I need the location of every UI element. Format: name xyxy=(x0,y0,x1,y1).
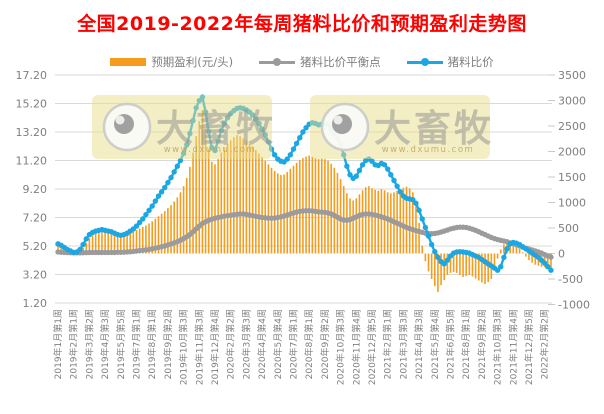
watermark-logo-icon xyxy=(320,102,370,152)
balance-line-swatch xyxy=(259,58,296,67)
x-tick-label: 2021年12月第5周 xyxy=(523,309,535,385)
x-tick-label: 2021年2月第1周 xyxy=(382,309,394,379)
right-tick-label: 1000 xyxy=(558,197,586,210)
x-tick-label: 2019年7月第1周 xyxy=(131,309,143,379)
x-tick-label: 2021年5月第4周 xyxy=(429,309,441,379)
x-tick-label: 2020年5月第4周 xyxy=(272,309,284,379)
right-tick-label: 3500 xyxy=(558,69,586,82)
right-tick-label: 500 xyxy=(558,222,579,235)
right-tick-label: 2500 xyxy=(558,120,586,133)
legend-label-ratio: 猪料比价 xyxy=(447,55,494,69)
x-tick-label: 2019年5月第5周 xyxy=(115,309,127,379)
x-tick-label: 2019年3月第2周 xyxy=(83,309,95,379)
x-tick-label: 2021年11月第4周 xyxy=(507,309,519,385)
left-tick-label: 15.20 xyxy=(16,98,48,111)
legend-label-balance: 猪料比价平衡点 xyxy=(300,55,381,69)
watermark-brand-text: 大畜牧 xyxy=(374,107,494,150)
x-tick-label: 2019年12月第4周 xyxy=(209,309,221,385)
watermark-url-text: www.dxumu.com xyxy=(382,145,475,155)
profit-bar-swatch xyxy=(110,58,147,66)
watermark-url-text: www.dxumu.com xyxy=(164,145,257,155)
chart-legend: 预期盈利(元/头) 猪料比价平衡点 猪料比价 xyxy=(0,54,604,70)
right-tick-label: 0 xyxy=(558,248,565,261)
legend-label-profit: 预期盈利(元/头) xyxy=(151,55,234,69)
left-tick-label: 13.20 xyxy=(16,126,48,139)
x-tick-label: 2021年6月第5周 xyxy=(445,309,457,379)
left-tick-label: 17.20 xyxy=(16,69,48,82)
left-tick-label: 9.20 xyxy=(23,183,48,196)
x-tick-label: 2019年1月第1周 xyxy=(52,309,64,379)
ratio-line-swatch xyxy=(406,58,443,67)
x-tick-label: 2019年4月第3周 xyxy=(99,309,111,379)
x-tick-label: 2019年8月第1周 xyxy=(146,309,158,379)
balance-line xyxy=(55,207,554,260)
left-tick-label: 7.20 xyxy=(23,212,48,225)
x-tick-label: 2022年2月第2周 xyxy=(539,309,551,379)
watermark-brand-text: 大畜牧 xyxy=(156,107,276,150)
x-tick-label: 2020年8月第1周 xyxy=(303,309,315,379)
watermark-logo-icon xyxy=(102,102,152,152)
x-tick-label: 2020年7月第1周 xyxy=(288,309,300,379)
right-tick-label: 1500 xyxy=(558,171,586,184)
x-tick-label: 2020年2月第2周 xyxy=(225,309,237,379)
x-tick-label: 2021年4月第3周 xyxy=(413,309,425,379)
x-tick-label: 2020年3月第3周 xyxy=(240,309,252,379)
x-tick-label: 2019年2月第1周 xyxy=(68,309,80,379)
left-tick-label: 11.20 xyxy=(16,155,48,168)
x-tick-label: 2020年4月第4周 xyxy=(256,309,268,379)
left-tick-label: 5.20 xyxy=(23,240,48,253)
x-tick-label: 2021年9月第2周 xyxy=(476,309,488,379)
chart-title: 全国2019-2022年每周猪料比价和预期盈利走势图 xyxy=(77,13,527,35)
right-tick-label: -500 xyxy=(558,273,583,286)
left-tick-label: 1.20 xyxy=(23,297,48,310)
legend-item-balance: 猪料比价平衡点 xyxy=(259,54,381,70)
x-tick-label: 2020年11月第4周 xyxy=(350,309,362,385)
x-tick-label: 2020年9月第2周 xyxy=(319,309,331,379)
legend-item-ratio: 猪料比价 xyxy=(406,54,494,70)
legend-item-profit: 预期盈利(元/头) xyxy=(110,54,233,70)
x-tick-label: 2021年3月第3周 xyxy=(397,309,409,379)
x-tick-label: 2021年10月第3周 xyxy=(492,309,504,385)
left-tick-label: 3.20 xyxy=(23,269,48,282)
right-tick-label: -1000 xyxy=(558,299,590,312)
x-tick-label: 2021年8月第1周 xyxy=(460,309,472,379)
x-tick-label: 2020年12月第5周 xyxy=(366,309,378,385)
x-tick-label: 2019年9月第2周 xyxy=(162,309,174,379)
x-tick-label: 2020年10月第3周 xyxy=(335,309,347,385)
right-axis-labels: 3500 3000 2500 2000 1500 1000 500 0 -500 -1000 xyxy=(548,69,590,312)
right-tick-label: 3000 xyxy=(558,95,586,108)
x-tick-label: 2019年11月第3周 xyxy=(193,309,205,385)
x-tick-label: 2019年10月第3周 xyxy=(178,309,190,385)
x-axis-labels: 2019年1月第1周 2019年2月第1周 2019年3月第2周 2019年4月第3周… xyxy=(52,309,551,385)
right-tick-label: 2000 xyxy=(558,146,586,159)
left-axis-labels: 17.20 15.20 13.20 11.20 9.20 7.20 5.20 3.20 1.20 xyxy=(16,69,48,310)
